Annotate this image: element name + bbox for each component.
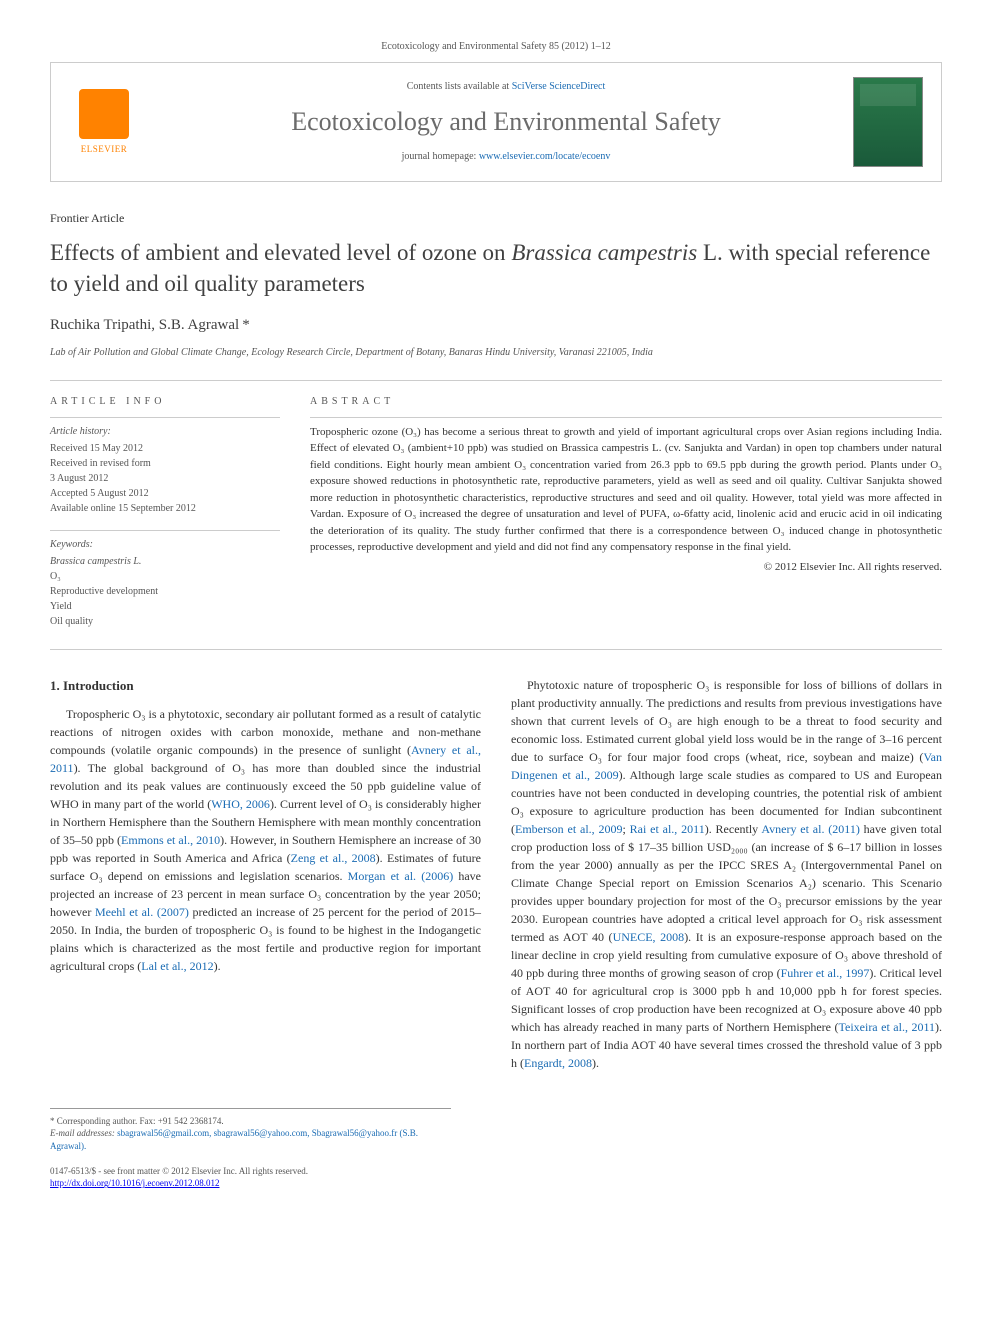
history-line: Accepted 5 August 2012 (50, 486, 280, 501)
body-column-right: Phytotoxic nature of tropospheric O₃ is … (511, 676, 942, 1072)
doi-link[interactable]: http://dx.doi.org/10.1016/j.ecoenv.2012.… (50, 1178, 220, 1188)
abstract-copyright: © 2012 Elsevier Inc. All rights reserved… (310, 560, 942, 575)
journal-name: Ecotoxicology and Environmental Safety (159, 104, 853, 140)
body-columns: 1. Introduction Tropospheric O₃ is a phy… (50, 676, 942, 1072)
keyword: O₃ (50, 569, 280, 584)
journal-cover-thumbnail (853, 77, 923, 167)
divider (50, 380, 942, 381)
journal-citation-line: Ecotoxicology and Environmental Safety 8… (50, 40, 942, 54)
keyword: Brassica campestris L. (50, 554, 280, 569)
abstract-heading: ABSTRACT (310, 395, 942, 409)
section-heading: 1. Introduction (50, 676, 481, 696)
history-lines: Received 15 May 2012Received in revised … (50, 441, 280, 516)
email-label: E-mail addresses: (50, 1128, 115, 1138)
affiliation: Lab of Air Pollution and Global Climate … (50, 346, 942, 360)
homepage-line: journal homepage: www.elsevier.com/locat… (159, 150, 853, 164)
article-history-block: Article history: Received 15 May 2012Rec… (50, 417, 280, 516)
sciencedirect-link[interactable]: SciVerse ScienceDirect (512, 81, 606, 92)
history-line: Received in revised form (50, 456, 280, 471)
history-line: 3 August 2012 (50, 471, 280, 486)
body-paragraph: Phytotoxic nature of tropospheric O₃ is … (511, 676, 942, 1072)
author-names: Ruchika Tripathi, S.B. Agrawal (50, 317, 239, 333)
history-line: Received 15 May 2012 (50, 441, 280, 456)
article-info-column: ARTICLE INFO Article history: Received 1… (50, 395, 280, 629)
publisher-name: ELSEVIER (81, 143, 128, 156)
article-title: Effects of ambient and elevated level of… (50, 237, 942, 299)
homepage-link[interactable]: www.elsevier.com/locate/ecoenv (479, 151, 611, 162)
article-type: Frontier Article (50, 210, 942, 227)
contents-prefix: Contents lists available at (407, 81, 512, 92)
footnotes: * Corresponding author. Fax: +91 542 236… (50, 1108, 451, 1153)
divider (50, 649, 942, 650)
history-subhead: Article history: (50, 424, 280, 439)
corresponding-footnote: * Corresponding author. Fax: +91 542 236… (50, 1115, 451, 1128)
header-center: Contents lists available at SciVerse Sci… (159, 80, 853, 164)
corresponding-mark: * (242, 317, 250, 333)
publisher-logo: ELSEVIER (69, 82, 139, 162)
article-info-heading: ARTICLE INFO (50, 395, 280, 409)
keywords-block: Keywords: Brassica campestris L.O₃Reprod… (50, 530, 280, 629)
footer-meta: 0147-6513/$ - see front matter © 2012 El… (50, 1165, 942, 1190)
keywords-subhead: Keywords: (50, 537, 280, 552)
keyword: Oil quality (50, 614, 280, 629)
info-abstract-row: ARTICLE INFO Article history: Received 1… (50, 395, 942, 629)
contents-line: Contents lists available at SciVerse Sci… (159, 80, 853, 94)
homepage-prefix: journal homepage: (402, 151, 479, 162)
authors: Ruchika Tripathi, S.B. Agrawal * (50, 315, 942, 336)
journal-header-box: ELSEVIER Contents lists available at Sci… (50, 62, 942, 182)
issn-line: 0147-6513/$ - see front matter © 2012 El… (50, 1165, 942, 1178)
keyword: Yield (50, 599, 280, 614)
body-column-left: 1. Introduction Tropospheric O₃ is a phy… (50, 676, 481, 1072)
keyword: Reproductive development (50, 584, 280, 599)
abstract-column: ABSTRACT Tropospheric ozone (O₃) has bec… (310, 395, 942, 629)
body-paragraph: Tropospheric O₃ is a phytotoxic, seconda… (50, 705, 481, 975)
email-footnote: E-mail addresses: sbagrawal56@gmail.com,… (50, 1127, 451, 1152)
elsevier-tree-icon (79, 89, 129, 139)
history-line: Available online 15 September 2012 (50, 501, 280, 516)
keywords-list: Brassica campestris L.O₃Reproductive dev… (50, 554, 280, 629)
abstract-text: Tropospheric ozone (O₃) has become a ser… (310, 417, 942, 556)
